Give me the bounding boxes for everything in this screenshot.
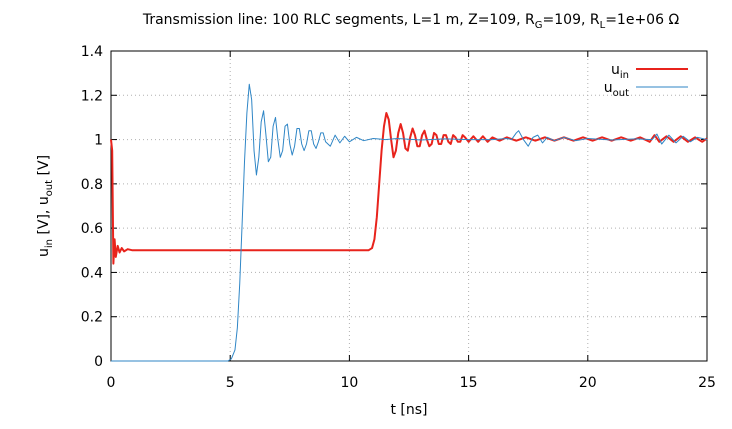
y-tick-label: 0.4 — [81, 265, 103, 281]
series-lines — [110, 83, 708, 362]
x-tick-label: 20 — [579, 375, 597, 391]
y-tick-label: 1.4 — [81, 44, 103, 60]
x-tick-label: 0 — [107, 375, 116, 391]
y-tick-label: 1 — [94, 133, 103, 149]
y-tick-label: 1.2 — [81, 88, 103, 104]
y-tick-label: 0 — [94, 354, 103, 370]
x-tick-label: 10 — [340, 375, 358, 391]
x-axis-label: t [ns] — [390, 402, 427, 418]
legend-label-uin: uin — [611, 62, 629, 81]
y-tick-label: 0.2 — [81, 310, 103, 326]
series-line-uin — [110, 112, 708, 265]
legend: uin uout — [604, 62, 688, 99]
x-tick-label: 25 — [698, 375, 716, 391]
plot-frame — [110, 50, 708, 362]
y-tick-label: 0.8 — [81, 177, 103, 193]
x-tick-label: 5 — [226, 375, 235, 391]
y-axis-label: uin [V], uout [V] — [36, 155, 55, 257]
x-tick-label: 15 — [460, 375, 478, 391]
y-tick-label: 0.6 — [81, 221, 103, 237]
series-line-uout — [111, 83, 708, 362]
chart-title: Transmission line: 100 RLC segments, L=1… — [142, 12, 680, 31]
legend-label-uout: uout — [604, 80, 629, 99]
